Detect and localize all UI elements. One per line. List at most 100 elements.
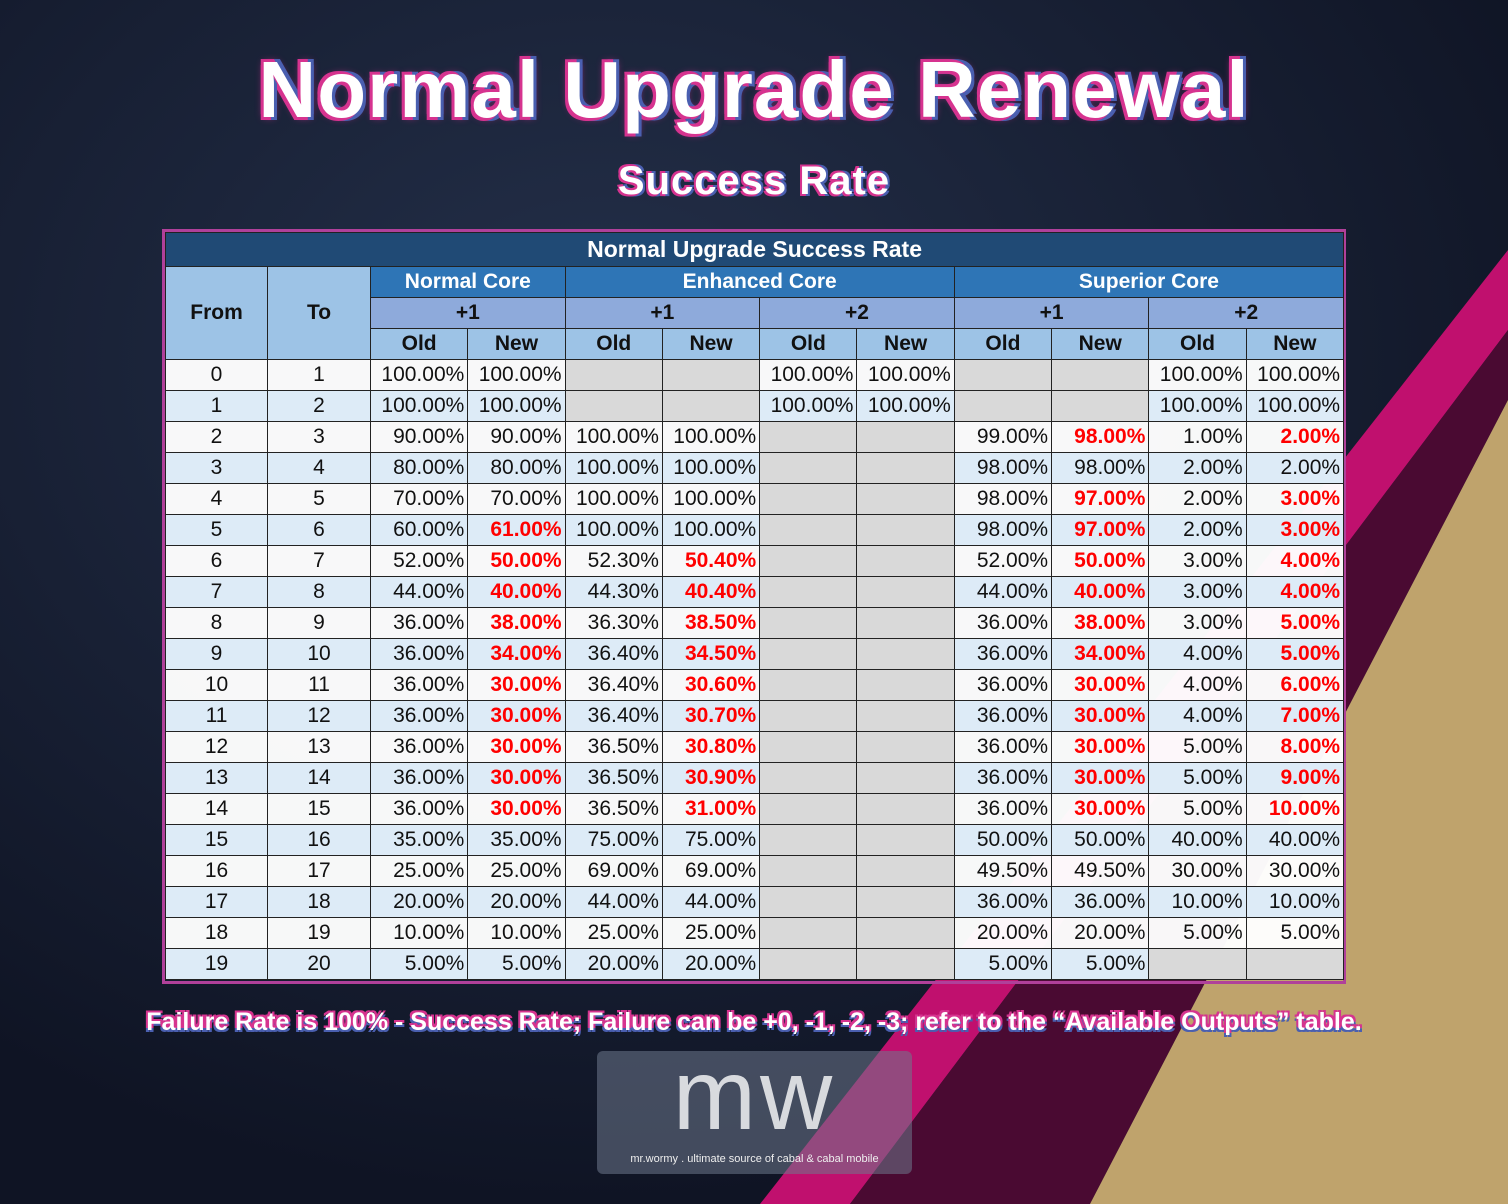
empty-cell: [759, 452, 858, 484]
to-cell: 15: [267, 793, 371, 825]
old-rate-cell: 100.00%: [564, 421, 663, 453]
old-rate-cell: 44.00%: [564, 886, 663, 918]
header-old: Old: [953, 328, 1053, 360]
old-rate-cell: 5.00%: [369, 948, 469, 980]
new-rate-cell: 80.00%: [467, 452, 566, 484]
table-row: 15 16 35.00% 35.00% 75.00% 75.00% 50.00% 50.00%…: [165, 824, 1345, 856]
from-cell: 5: [165, 514, 268, 546]
new-rate-cell: 100.00%: [661, 452, 761, 484]
empty-cell: [856, 731, 955, 763]
old-rate-cell: 10.00%: [1148, 886, 1247, 918]
old-rate-cell: 20.00%: [564, 948, 663, 980]
old-rate-cell: 100.00%: [759, 359, 858, 391]
to-cell: 20: [267, 948, 371, 980]
new-rate-cell: 36.00%: [1051, 886, 1150, 918]
new-rate-cell: 40.00%: [467, 576, 566, 608]
empty-cell: [759, 731, 858, 763]
empty-cell: [856, 855, 955, 887]
success-rate-table: Normal Upgrade Success Rate From To Norm…: [164, 232, 1345, 980]
old-rate-cell: 36.50%: [564, 762, 663, 794]
old-rate-cell: 100.00%: [564, 514, 663, 546]
header-new: New: [1051, 328, 1150, 360]
empty-cell: [661, 359, 761, 391]
new-rate-cell: 100.00%: [661, 421, 761, 453]
table-title: Normal Upgrade Success Rate: [164, 232, 1345, 267]
new-rate-cell: 8.00%: [1245, 731, 1345, 763]
new-rate-cell: 6.00%: [1245, 669, 1345, 701]
new-rate-cell: 3.00%: [1245, 514, 1345, 546]
header-level: +1: [953, 297, 1150, 329]
new-rate-cell: 25.00%: [661, 917, 761, 949]
to-cell: 6: [267, 514, 371, 546]
old-rate-cell: 36.00%: [953, 700, 1053, 732]
old-rate-cell: 20.00%: [953, 917, 1053, 949]
old-rate-cell: 44.00%: [369, 576, 469, 608]
new-rate-cell: 100.00%: [856, 359, 955, 391]
empty-cell: [856, 700, 955, 732]
new-rate-cell: 30.00%: [1051, 669, 1150, 701]
new-rate-cell: 30.00%: [467, 669, 566, 701]
new-rate-cell: 34.00%: [1051, 638, 1150, 670]
table-row: 0 1 100.00% 100.00% 100.00% 100.00% 100.00% 100…: [165, 359, 1345, 391]
empty-cell: [856, 762, 955, 794]
old-rate-cell: 36.00%: [369, 793, 469, 825]
empty-cell: [856, 638, 955, 670]
new-rate-cell: 97.00%: [1051, 483, 1150, 515]
from-cell: 10: [165, 669, 268, 701]
old-rate-cell: 98.00%: [953, 452, 1053, 484]
empty-cell: [759, 638, 858, 670]
empty-cell: [759, 886, 858, 918]
empty-cell: [856, 886, 955, 918]
new-rate-cell: 10.00%: [1245, 793, 1345, 825]
from-cell: 13: [165, 762, 268, 794]
table-row: 5 6 60.00% 61.00% 100.00% 100.00% 98.00% 97.00%…: [165, 514, 1345, 546]
table-row: 13 14 36.00% 30.00% 36.50% 30.90% 36.00% 30.00%…: [165, 762, 1345, 794]
new-rate-cell: 7.00%: [1245, 700, 1345, 732]
empty-cell: [759, 607, 858, 639]
old-rate-cell: 52.00%: [369, 545, 469, 577]
old-rate-cell: 36.00%: [953, 638, 1053, 670]
empty-cell: [856, 576, 955, 608]
from-cell: 12: [165, 731, 268, 763]
new-rate-cell: 50.00%: [1051, 824, 1150, 856]
old-rate-cell: 36.40%: [564, 669, 663, 701]
new-rate-cell: 100.00%: [467, 359, 566, 391]
table-row: 16 17 25.00% 25.00% 69.00% 69.00% 49.50% 49.50%…: [165, 855, 1345, 887]
new-rate-cell: 30.00%: [1051, 700, 1150, 732]
old-rate-cell: 36.00%: [953, 669, 1053, 701]
old-rate-cell: 100.00%: [369, 390, 469, 422]
to-cell: 10: [267, 638, 371, 670]
old-rate-cell: 2.00%: [1148, 514, 1247, 546]
table-row: 1 2 100.00% 100.00% 100.00% 100.00% 100.00% 100…: [165, 390, 1345, 422]
table-row: 6 7 52.00% 50.00% 52.30% 50.40% 52.00% 50.00% 3.…: [165, 545, 1345, 577]
old-rate-cell: 2.00%: [1148, 452, 1247, 484]
header-old: Old: [564, 328, 663, 360]
to-cell: 18: [267, 886, 371, 918]
header-normal-core: Normal Core: [370, 266, 566, 298]
new-rate-cell: 97.00%: [1051, 514, 1150, 546]
header-old: Old: [369, 328, 469, 360]
new-rate-cell: 38.00%: [1051, 607, 1150, 639]
new-rate-cell: 31.00%: [661, 793, 761, 825]
old-rate-cell: 100.00%: [759, 390, 858, 422]
header-new: New: [467, 328, 566, 360]
old-rate-cell: 4.00%: [1148, 700, 1247, 732]
page-title: Normal Upgrade Renewal: [258, 45, 1250, 134]
from-cell: 6: [165, 545, 268, 577]
empty-cell: [953, 390, 1053, 422]
empty-cell: [856, 421, 955, 453]
from-cell: 16: [165, 855, 268, 887]
success-rate-table-container: Normal Upgrade Success Rate From To Norm…: [162, 229, 1346, 984]
table-row: 19 20 5.00% 5.00% 20.00% 20.00% 5.00% 5.00%: [165, 948, 1345, 980]
new-rate-cell: 5.00%: [467, 948, 566, 980]
empty-cell: [856, 917, 955, 949]
to-cell: 8: [267, 576, 371, 608]
old-rate-cell: 3.00%: [1148, 607, 1247, 639]
new-rate-cell: 100.00%: [467, 390, 566, 422]
header-new: New: [661, 328, 761, 360]
table-row: 9 10 36.00% 34.00% 36.40% 34.50% 36.00% 34.00% 4…: [165, 638, 1345, 670]
from-cell: 19: [165, 948, 268, 980]
empty-cell: [759, 576, 858, 608]
old-rate-cell: 98.00%: [953, 483, 1053, 515]
empty-cell: [759, 762, 858, 794]
